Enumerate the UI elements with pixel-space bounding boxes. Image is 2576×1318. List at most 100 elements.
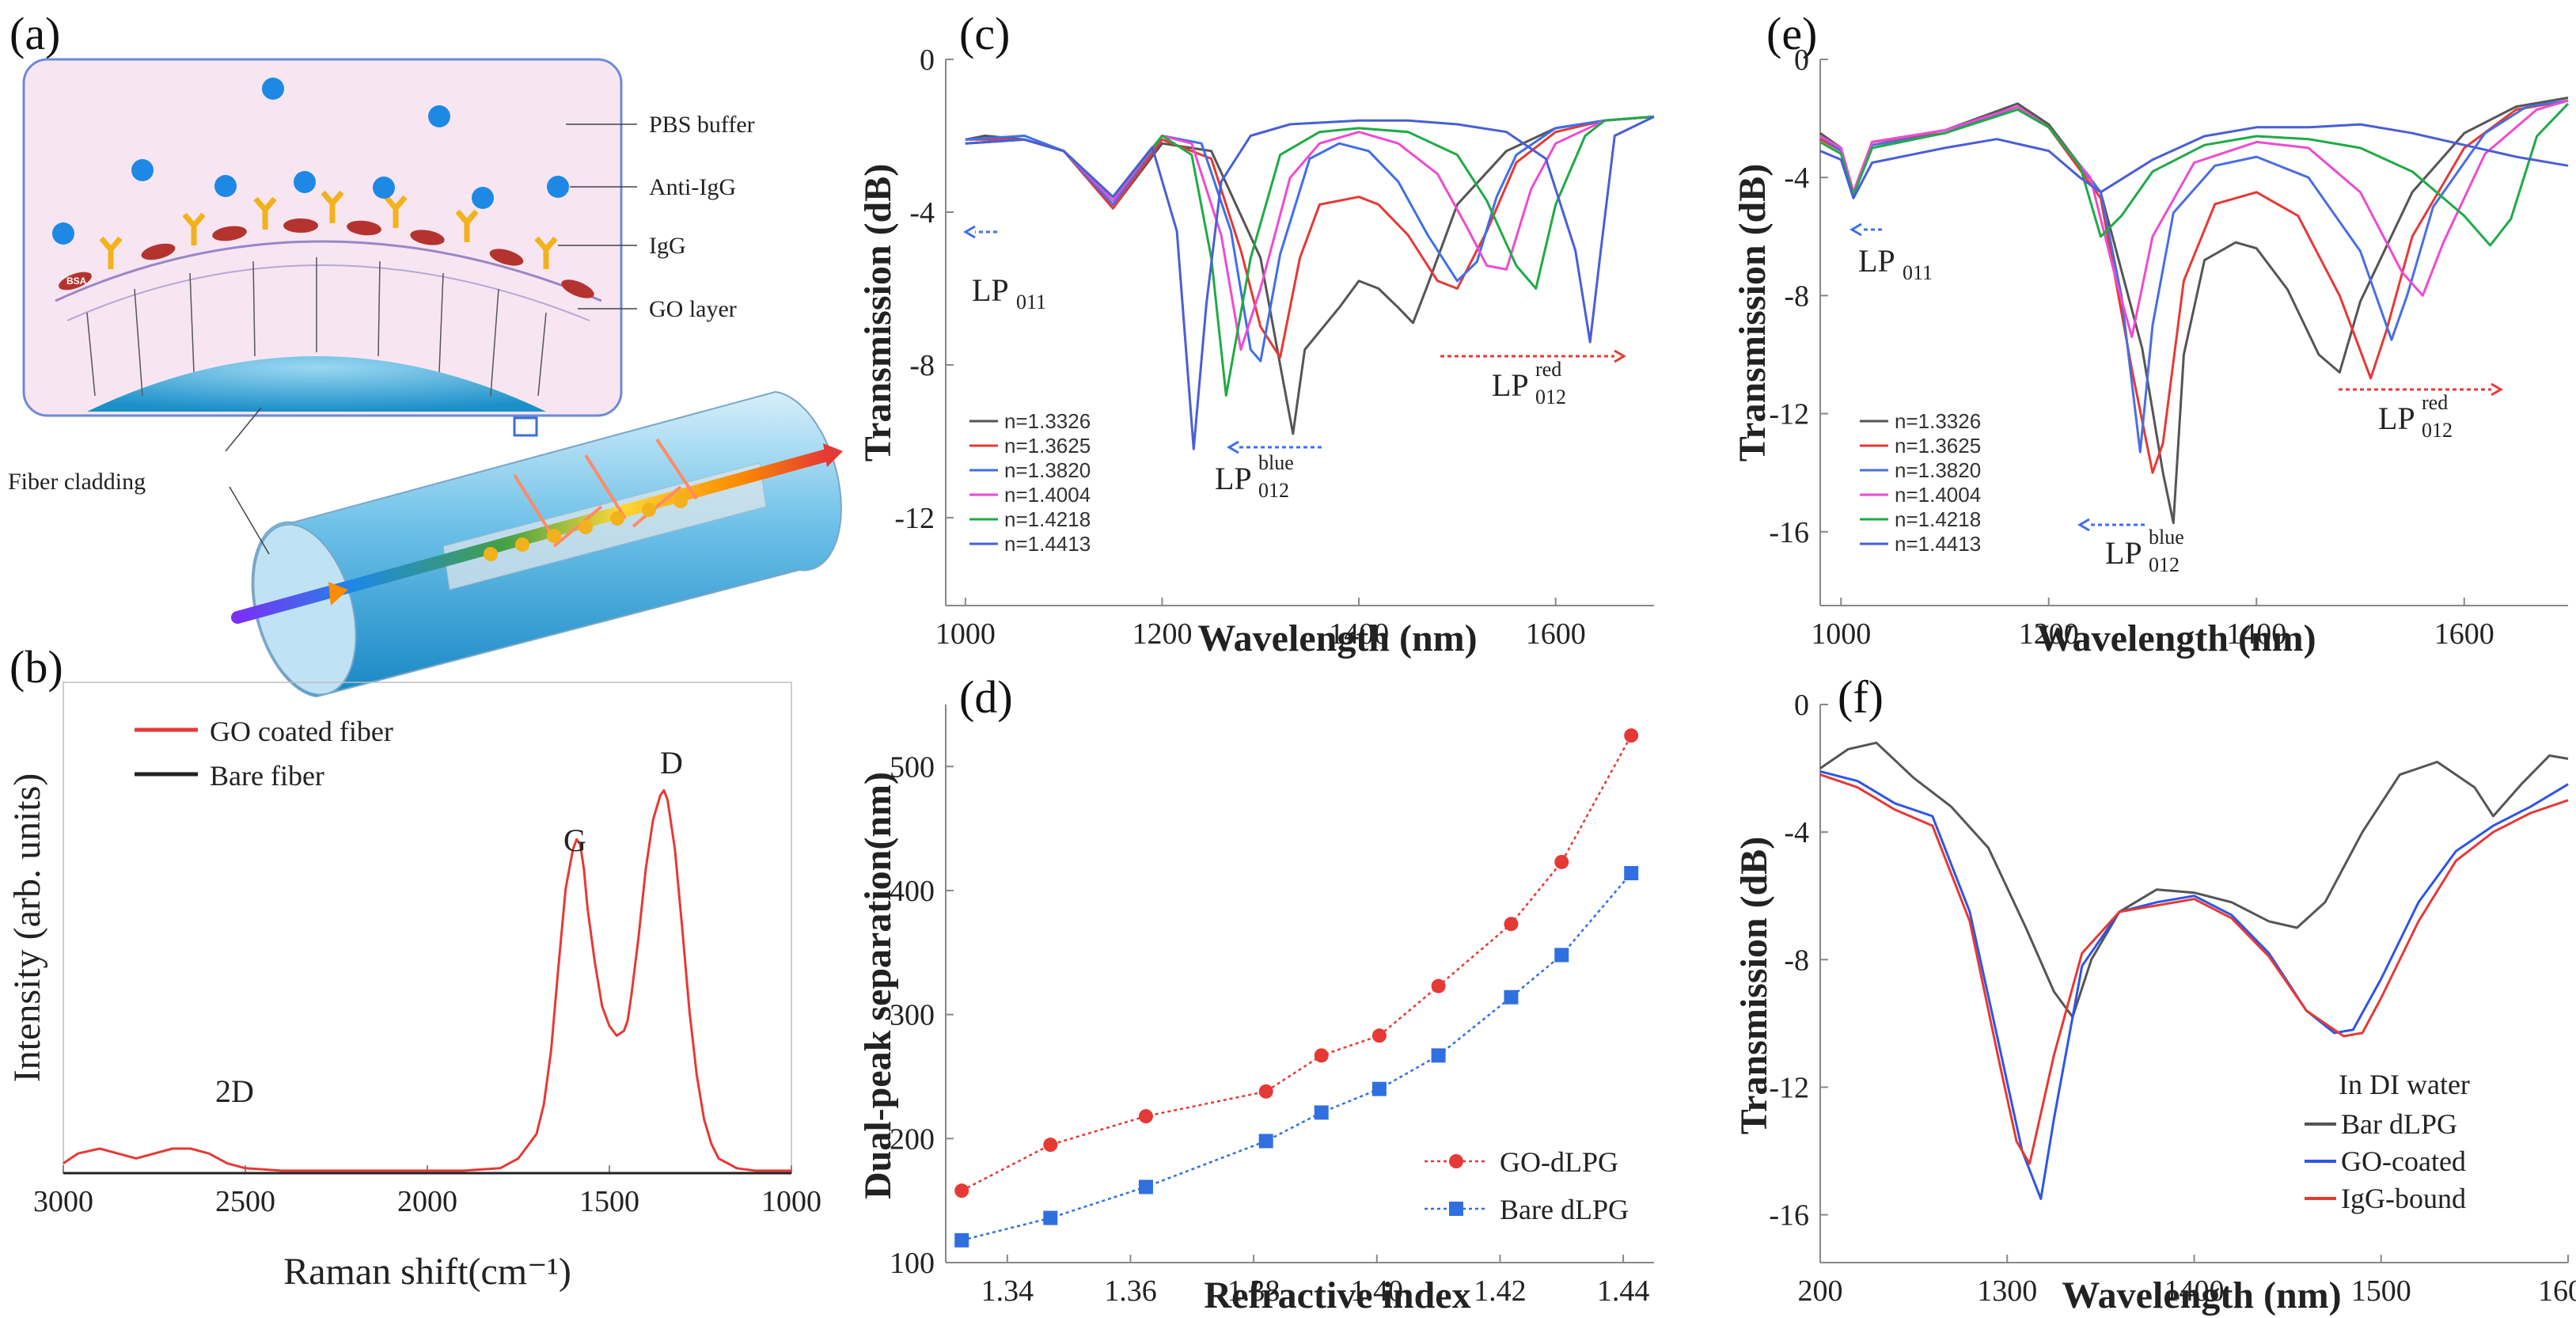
panel-letter-e: (e) — [1766, 8, 1817, 59]
chart-d-xtick-label: 1.38 — [1227, 1274, 1280, 1308]
chart-e-series-n-1-4413 — [1819, 123, 2569, 199]
label-go-layer: GO layer — [649, 296, 737, 322]
legend-label-e-n-1-4218: n=1.4218 — [1895, 507, 1981, 531]
chart-f-xtick-label: 1400 — [2164, 1274, 2225, 1308]
chart-d-point-go-dlpg — [1043, 1138, 1058, 1153]
chart-f-xtick-label: 1500 — [2351, 1274, 2411, 1308]
chart-f-xtick-label: 1300 — [1977, 1274, 2037, 1308]
chart-e-series-n-1-3820 — [1819, 99, 2569, 454]
label-pbs-buffer: PBS buffer — [649, 112, 755, 138]
chart-e-xlabel: Wavelength (nm) — [2036, 617, 2316, 659]
chart-d-point-bare-dlpg — [1314, 1105, 1329, 1120]
chart-c-lp012-blue-text: LP — [1215, 461, 1252, 496]
legend-label-go-coated-fiber: GO coated fiber — [210, 716, 393, 747]
chart-c-series-n-1-3625 — [965, 115, 1655, 359]
chart-d-point-bare-dlpg — [1371, 1081, 1387, 1096]
legend-label-c-n-1-4218: n=1.4218 — [1004, 507, 1091, 531]
chart-e-ytick-label: -4 — [1784, 161, 1809, 195]
chart-e-lp011-sub: 011 — [1903, 261, 1933, 284]
chart-e-lp012-blue-sub: 012 — [2149, 553, 2180, 576]
chart-c-ytick-label: -4 — [909, 196, 935, 230]
chart-d-ytick-label: 100 — [890, 1247, 935, 1280]
chart-c-legend: n=1.3326n=1.3625n=1.3820n=1.4004n=1.4218… — [969, 409, 1091, 556]
chart-c-lp012-red-text: LP — [1492, 367, 1529, 403]
chart-e-xtick-label: 1600 — [2434, 617, 2494, 651]
panel-letter-f: (f) — [1838, 671, 1884, 723]
legend-marker-go-dlpg — [1449, 1154, 1463, 1168]
chart-e: (e) 0 -4 -8 -12 -16 1000 1200 1400 1600 n=1.3326… — [1732, 8, 2570, 659]
chart-c-lp012-red-sup: red — [1535, 358, 1561, 381]
schematic-inset: BSA — [22, 58, 637, 555]
chart-e-ytick-label: -12 — [1769, 398, 1809, 431]
chart-d-point-go-dlpg — [954, 1183, 969, 1198]
chart-d-point-go-dlpg — [1258, 1084, 1273, 1099]
chart-c-ytick-label: -12 — [894, 502, 935, 535]
chart-d-ytick-label: 400 — [890, 875, 935, 908]
chart-c-lp012-blue-sup: blue — [1258, 451, 1294, 474]
chart-f: (f) 0 -4 -8 -12 -16 200 1300 1400 1500 1600 In DI… — [1733, 671, 2576, 1316]
chart-e-lp012-red-sup: red — [2422, 391, 2448, 414]
bsa-label: BSA — [66, 275, 87, 287]
chart-b-xtick-label: 2500 — [215, 1185, 275, 1218]
chart-d-series-line-bare-dlpg — [961, 872, 1633, 1242]
chart-d-point-go-dlpg — [1554, 854, 1569, 869]
chart-e-ytick-label: 0 — [1794, 44, 1809, 77]
chart-d-point-bare-dlpg — [1258, 1134, 1273, 1149]
chart-d-point-bare-dlpg — [1043, 1210, 1058, 1225]
legend-label-c-n-1-4004: n=1.4004 — [1004, 483, 1091, 507]
chart-f-series-igg-bound — [1819, 773, 2569, 1165]
chart-d-point-go-dlpg — [1624, 728, 1639, 743]
chart-e-xtick-label: 1200 — [2019, 617, 2079, 651]
chart-c-lp012-red-sub: 012 — [1535, 386, 1566, 408]
chart-e-series-n-1-4004 — [1819, 99, 2569, 339]
chart-c-xtick-label: 1200 — [1132, 617, 1192, 651]
legend-label-e-n-1-3820: n=1.3820 — [1895, 458, 1981, 482]
legend-label-go-coated: GO-coated — [2341, 1145, 2466, 1177]
chart-d-xtick-label: 1.40 — [1351, 1274, 1404, 1308]
chart-d-point-bare-dlpg — [1431, 1048, 1446, 1063]
legend-label-igg-bound: IgG-bound — [2341, 1183, 2466, 1214]
chart-c-ylabel: Transmission (dB) — [857, 164, 899, 462]
chart-e-xtick-label: 1400 — [2226, 617, 2286, 651]
chart-f-ytick-label: 0 — [1794, 689, 1809, 722]
annotation-g: G — [563, 822, 586, 858]
schematic-panel: (a) — [8, 8, 843, 698]
chart-f-legend-title: In DI water — [2339, 1069, 2470, 1100]
chart-d-xlabel: Refractive index — [1204, 1274, 1470, 1316]
chart-b-xlabel: Raman shift(cm⁻¹) — [283, 1251, 571, 1293]
legend-label-e-n-1-4004: n=1.4004 — [1895, 483, 1981, 507]
legend-label-c-n-1-3820: n=1.3820 — [1004, 458, 1091, 482]
chart-e-ytick-label: -8 — [1784, 279, 1809, 313]
chart-b-xtick-label: 3000 — [33, 1185, 93, 1218]
legend-label-go-dlpg: GO-dLPG — [1500, 1146, 1618, 1178]
chart-d-legend: GO-dLPG Bare dLPG — [1425, 1146, 1629, 1225]
chart-d-point-bare-dlpg — [1624, 866, 1639, 881]
chart-c-lp011-text: LP — [972, 272, 1009, 308]
chart-e-series-n-1-3625 — [1819, 99, 2569, 474]
chart-e-lp012-red-sub: 012 — [2422, 419, 2453, 442]
chart-f-ytick-label: -16 — [1769, 1199, 1809, 1233]
chart-d-ylabel: Dual-peak separation(nm) — [857, 772, 899, 1199]
chart-e-lp012-red-annotation: LP red 012 — [2339, 382, 2503, 442]
chart-d: (d) 100 200 300 400 500 1.34 1.36 1.38 1.40 1.42 1… — [857, 671, 1654, 1316]
chart-b-xtick-label: 2000 — [397, 1185, 457, 1218]
legend-label-c-n-1-3326: n=1.3326 — [1004, 409, 1091, 433]
chart-e-legend: n=1.3326n=1.3625n=1.3820n=1.4004n=1.4218… — [1860, 409, 1981, 556]
chart-b-ylabel: Intensity (arb. units) — [6, 773, 48, 1083]
chart-b-xtick-label: 1000 — [761, 1185, 821, 1218]
chart-f-series-go-coated — [1819, 770, 2569, 1200]
chart-d-point-go-dlpg — [1431, 978, 1446, 993]
chart-d-series-line-go-dlpg — [961, 735, 1633, 1192]
legend-label-bare-dlpg: Bare dLPG — [1500, 1194, 1629, 1225]
chart-c-xlabel: Wavelength (nm) — [1197, 617, 1477, 659]
chart-e-lp011-annotation: LP 011 — [1849, 222, 1933, 284]
chart-d-xtick-label: 1.36 — [1104, 1274, 1157, 1308]
chart-f-legend: In DI water Bar dLPG GO-coated IgG-bound — [2305, 1069, 2470, 1214]
chart-f-ytick-label: -4 — [1784, 816, 1809, 849]
chart-f-xtick-label: 1600 — [2538, 1274, 2576, 1308]
chart-e-series-n-1-4218 — [1819, 102, 2570, 247]
chart-c-lp011-sub: 011 — [1016, 291, 1046, 313]
chart-d-point-bare-dlpg — [1554, 948, 1569, 963]
